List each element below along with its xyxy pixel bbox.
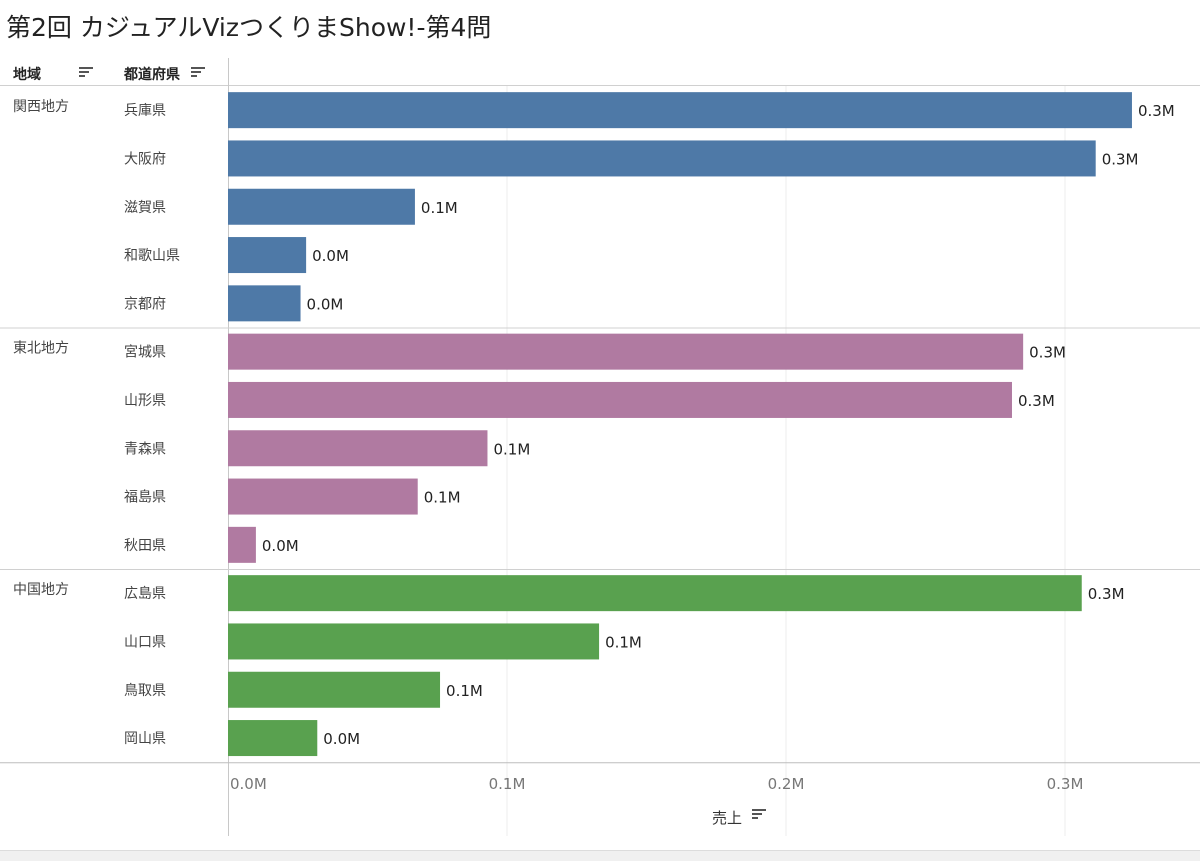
bar[interactable] <box>228 526 256 563</box>
data-label: 0.0M <box>262 537 299 555</box>
data-label: 0.1M <box>421 199 458 217</box>
sort-icon-stroke <box>752 813 762 815</box>
sort-icon-stroke <box>752 817 758 819</box>
prefecture-label: 福島県 <box>124 490 166 506</box>
data-label: 0.0M <box>307 295 344 313</box>
region-label: 関西地方 <box>13 99 69 115</box>
bar[interactable] <box>228 285 301 322</box>
bar[interactable] <box>228 430 488 467</box>
data-label: 0.3M <box>1088 585 1125 603</box>
data-label: 0.1M <box>493 440 530 458</box>
sort-icon-stroke <box>752 809 766 811</box>
bar[interactable] <box>228 140 1096 177</box>
prefecture-label: 広島県 <box>124 586 166 602</box>
prefecture-label: 山口県 <box>124 634 166 650</box>
bar[interactable] <box>228 671 441 708</box>
bar[interactable] <box>228 237 307 274</box>
prefecture-label: 兵庫県 <box>124 102 166 119</box>
prefecture-label: 滋賀県 <box>124 200 166 216</box>
x-axis-title: 売上 <box>712 809 742 827</box>
prefecture-label: 和歌山県 <box>124 248 180 264</box>
prefecture-column-header: 都道府県 <box>124 67 180 83</box>
page-title: 第2回 カジュアルVizつくりまShow!-第4問 <box>6 13 492 42</box>
prefecture-label: 山形県 <box>124 393 166 409</box>
region-label: 中国地方 <box>13 582 69 598</box>
footer-bar <box>0 850 1200 861</box>
bar[interactable] <box>228 575 1082 612</box>
bar[interactable] <box>228 92 1132 129</box>
x-axis-sort-icon[interactable] <box>752 809 766 819</box>
data-label: 0.3M <box>1102 150 1139 168</box>
region-label: 東北地方 <box>13 341 69 357</box>
prefecture-label: 鳥取県 <box>124 683 166 699</box>
x-tick-label: 0.2M <box>768 775 805 793</box>
prefecture-label: 宮城県 <box>124 345 166 361</box>
bar[interactable] <box>228 381 1012 418</box>
data-label: 0.3M <box>1029 344 1066 362</box>
prefecture-label: 青森県 <box>124 441 166 457</box>
prefecture-label: 大阪府 <box>124 151 166 167</box>
prefecture-label: 京都府 <box>124 296 166 312</box>
bar[interactable] <box>228 333 1024 370</box>
x-tick-label: 0.3M <box>1047 775 1084 793</box>
data-label: 0.3M <box>1138 102 1175 120</box>
data-label: 0.3M <box>1018 392 1055 410</box>
bar[interactable] <box>228 720 318 757</box>
data-label: 0.0M <box>312 247 349 265</box>
data-label: 0.1M <box>605 633 642 651</box>
x-tick-label: 0.1M <box>489 775 526 793</box>
bar[interactable] <box>228 623 600 660</box>
bar[interactable] <box>228 478 418 515</box>
x-tick-label: 0.0M <box>230 775 267 793</box>
region-sort-icon[interactable] <box>79 67 93 79</box>
region-column-header: 地域 <box>13 67 41 83</box>
data-label: 0.1M <box>424 489 461 507</box>
data-label: 0.1M <box>446 682 483 700</box>
prefecture-label: 岡山県 <box>124 731 166 747</box>
prefecture-sort-icon[interactable] <box>191 67 205 79</box>
bar[interactable] <box>228 188 415 225</box>
prefecture-label: 秋田県 <box>124 538 166 554</box>
data-label: 0.0M <box>323 730 360 748</box>
